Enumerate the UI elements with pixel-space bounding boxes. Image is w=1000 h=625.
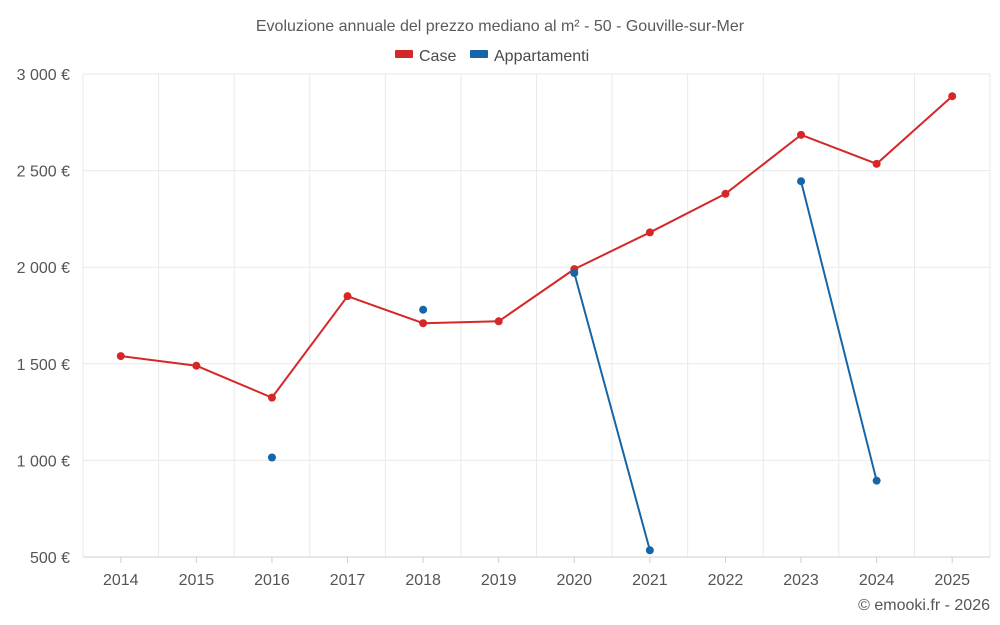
y-tick-label: 1 500 € <box>17 357 70 374</box>
data-point-appartamenti-2024[interactable] <box>872 476 881 485</box>
series-line-segment <box>875 95 954 165</box>
data-point-case-2025[interactable] <box>948 92 957 101</box>
series-line-segment <box>195 364 273 399</box>
series-line-segment <box>800 180 878 482</box>
series-line-segment <box>724 133 803 195</box>
x-tick-label: 2021 <box>632 572 668 589</box>
axes: 500 € 1 000 € 1 500 € 2 000 € 2 500 € 3 000 €… <box>17 67 970 589</box>
credit-text: © emooki.fr - 2026 <box>858 597 990 614</box>
x-tick-label: 2015 <box>179 572 215 589</box>
data-point-case-2017[interactable] <box>343 292 352 301</box>
x-tick-label: 2014 <box>103 572 139 589</box>
data-point-case-2016[interactable] <box>267 393 276 402</box>
y-tick-label: 2 500 € <box>17 164 70 181</box>
data-point-case-2015[interactable] <box>192 361 201 370</box>
data-point-case-2021[interactable] <box>645 228 654 237</box>
series-line-segment <box>422 320 500 325</box>
x-tick-label: 2018 <box>405 572 441 589</box>
data-point-case-2018[interactable] <box>419 319 428 328</box>
data-point-appartamenti-2020[interactable] <box>570 268 579 277</box>
data-point-case-2014[interactable] <box>116 352 125 361</box>
legend-swatch-appartamenti <box>470 50 488 58</box>
data-point-appartamenti-2023[interactable] <box>797 177 806 186</box>
y-tick-label: 1 000 € <box>17 453 70 470</box>
series-appartamenti <box>267 177 881 555</box>
data-point-appartamenti-2018[interactable] <box>419 305 428 314</box>
series-line-segment <box>119 355 198 367</box>
x-tick-label: 2020 <box>556 572 592 589</box>
series-line-segment <box>270 295 349 399</box>
y-tick-label: 3 000 € <box>17 67 70 84</box>
chart-title: Evoluzione annuale del prezzo mediano al… <box>256 18 745 35</box>
series-line-segment <box>573 231 651 271</box>
grid <box>82 73 991 558</box>
data-point-appartamenti-2016[interactable] <box>267 453 276 462</box>
x-tick-label: 2017 <box>330 572 366 589</box>
series-line-segment <box>800 133 878 165</box>
legend-label-case: Case <box>419 48 456 65</box>
series-line-segment <box>346 295 425 325</box>
y-tick-label: 500 € <box>30 550 70 567</box>
data-point-case-2022[interactable] <box>721 189 730 198</box>
series-line-segment <box>497 268 576 323</box>
legend-swatch-case <box>395 50 413 58</box>
legend-item-case[interactable]: Case <box>395 48 456 65</box>
data-point-case-2023[interactable] <box>797 130 806 139</box>
series <box>116 92 957 555</box>
x-tick-label: 2022 <box>708 572 744 589</box>
legend: Case Appartamenti <box>395 48 589 65</box>
data-point-case-2019[interactable] <box>494 317 503 326</box>
legend-item-appartamenti[interactable]: Appartamenti <box>470 48 589 65</box>
x-tick-label: 2019 <box>481 572 517 589</box>
data-point-case-2024[interactable] <box>872 159 881 168</box>
x-tick-label: 2016 <box>254 572 290 589</box>
data-point-appartamenti-2021[interactable] <box>645 546 654 555</box>
series-line-segment <box>573 271 651 552</box>
series-line-segment <box>648 192 727 234</box>
x-tick-label: 2024 <box>859 572 895 589</box>
legend-label-appartamenti: Appartamenti <box>494 48 589 65</box>
x-tick-label: 2025 <box>934 572 970 589</box>
x-tick-label: 2023 <box>783 572 819 589</box>
y-tick-label: 2 000 € <box>17 260 70 277</box>
